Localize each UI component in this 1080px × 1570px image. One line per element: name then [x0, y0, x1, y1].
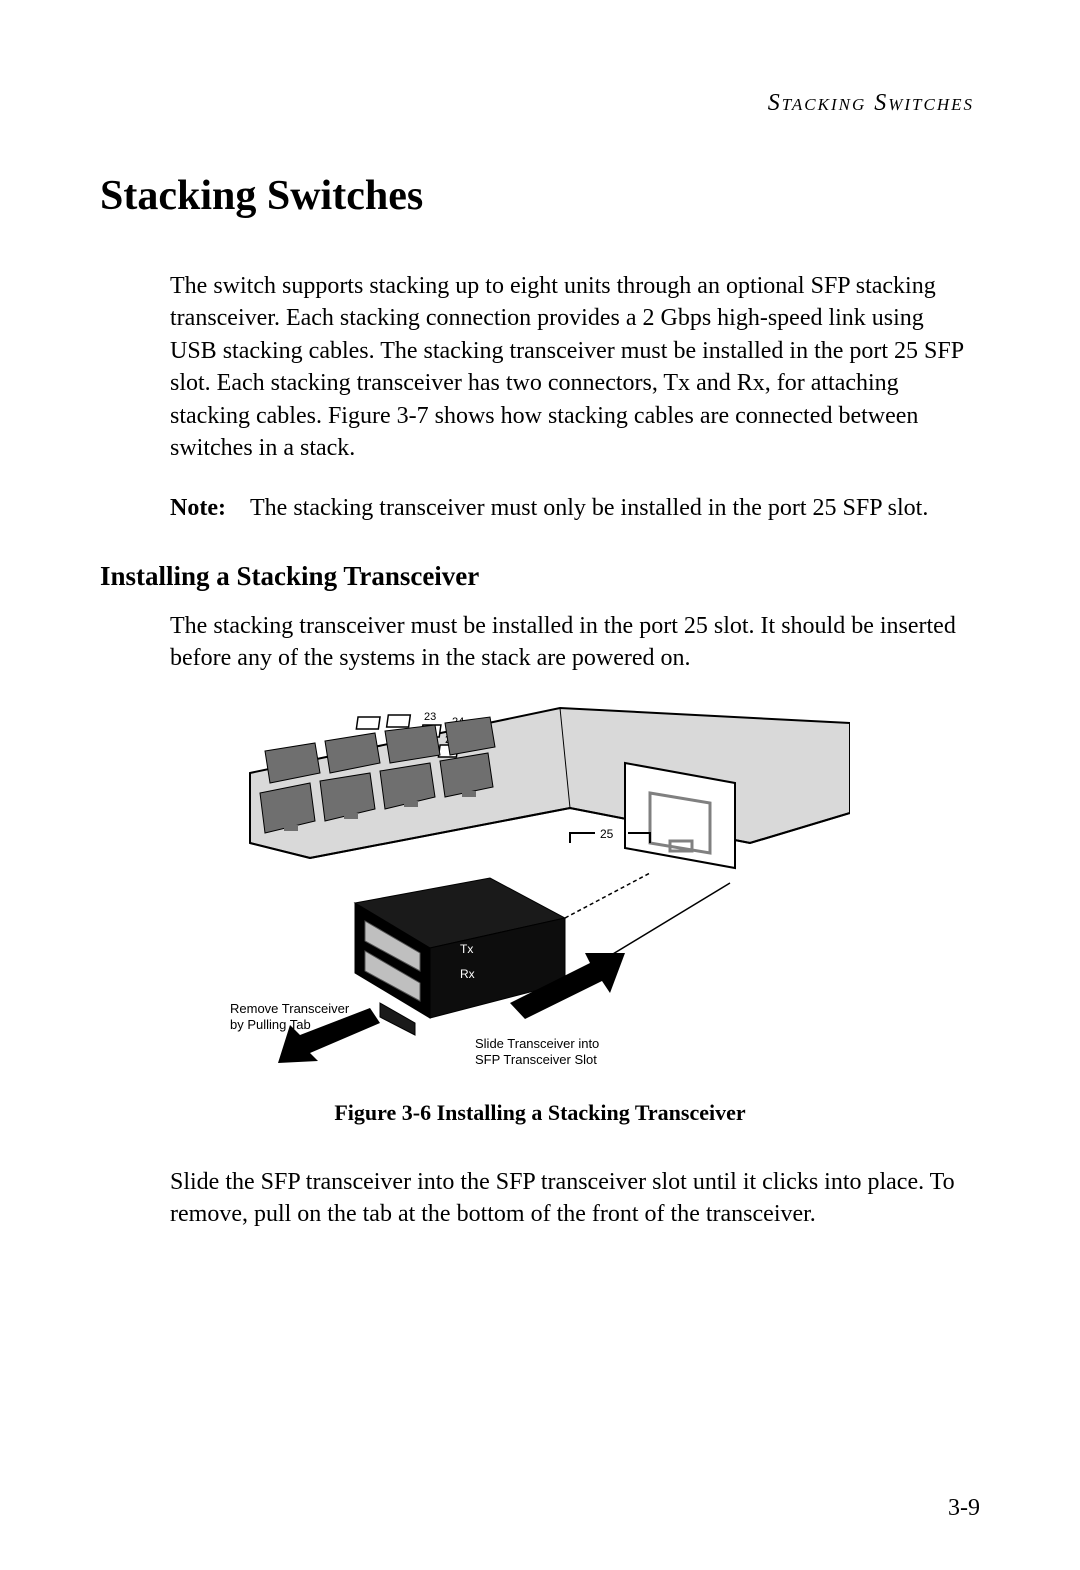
closing-paragraph: Slide the SFP transceiver into the SFP t… — [170, 1166, 970, 1231]
note-text: The stacking transceiver must only be in… — [250, 492, 970, 524]
figure-caption: Figure 3-6 Installing a Stacking Transce… — [100, 1100, 980, 1126]
port-25-label: 25 — [600, 827, 614, 841]
figure-svg: 23 24 23 — [230, 703, 850, 1083]
running-header: Stacking Switches — [100, 90, 980, 117]
page-title: Stacking Switches — [100, 172, 980, 220]
tx-label: Tx — [460, 942, 473, 956]
note-label: Note: — [170, 492, 250, 524]
remove-label-line1: Remove Transceiver — [230, 1001, 350, 1016]
slide-label-line2: SFP Transceiver Slot — [475, 1052, 597, 1067]
guide-line-2 — [565, 883, 730, 983]
page-number: 3-9 — [948, 1495, 980, 1522]
led-2 — [387, 715, 411, 727]
led-1 — [356, 717, 380, 729]
note-block: Note: The stacking transceiver must only… — [170, 492, 970, 524]
subheading: Installing a Stacking Transceiver — [100, 561, 980, 592]
remove-label-line2: by Pulling Tab — [230, 1017, 311, 1032]
guide-line-1 — [565, 873, 650, 918]
intro-paragraph: The switch supports stacking up to eight… — [170, 270, 970, 464]
sub-paragraph: The stacking transceiver must be install… — [170, 610, 970, 675]
rx-label: Rx — [460, 967, 475, 981]
figure-container: 23 24 23 — [230, 703, 850, 1088]
led-23-label: 23 — [424, 711, 436, 723]
slide-label-line1: Slide Transceiver into — [475, 1036, 599, 1051]
